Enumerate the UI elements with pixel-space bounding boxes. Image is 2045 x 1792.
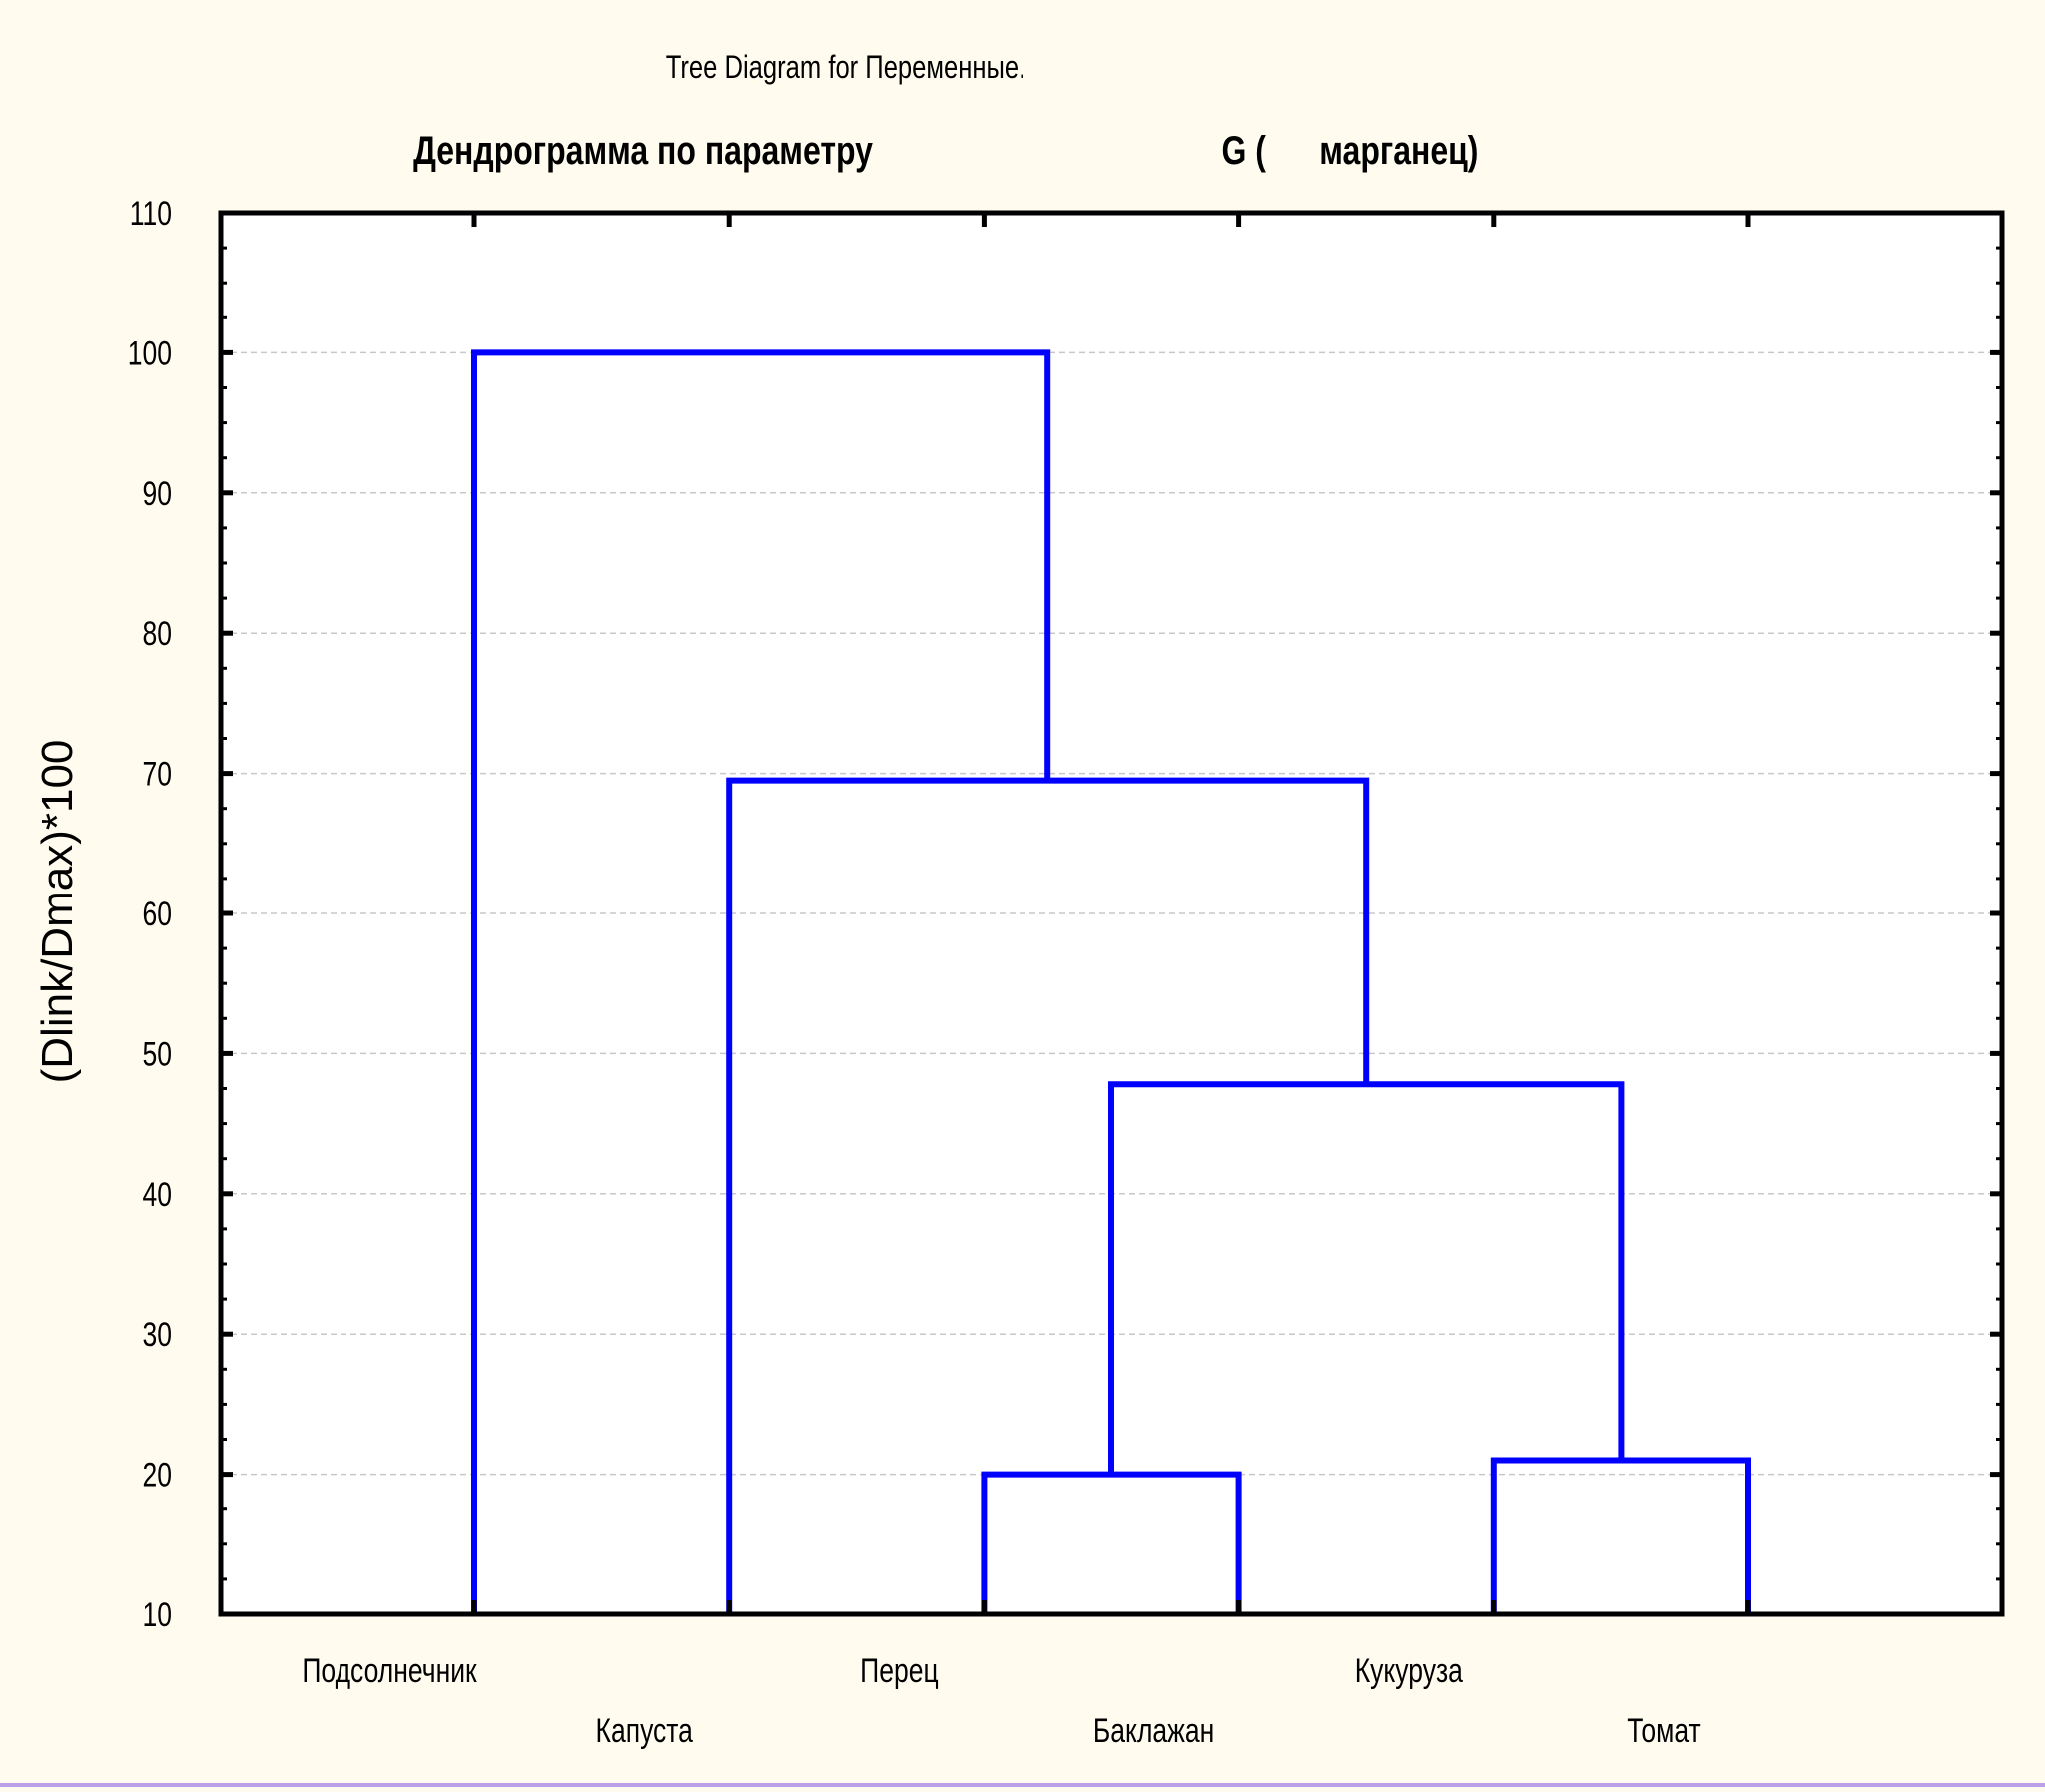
dendrogram-link <box>471 349 1051 1614</box>
leaf-label: Капуста <box>596 1712 693 1750</box>
y-tick-labels: 10 20 30 40 50 60 70 80 90 100 110 <box>128 195 172 1634</box>
y-tick-label: 60 <box>142 896 172 933</box>
chart-title-left: Дендрограмма по параметру <box>413 128 873 173</box>
y-tick-label: 110 <box>130 195 172 233</box>
y-tick-label: 30 <box>142 1316 172 1354</box>
dendrogram-links <box>471 349 1751 1614</box>
y-tick-label: 40 <box>142 1176 172 1214</box>
y-tick-label: 80 <box>142 615 172 653</box>
leaf-label: Томат <box>1627 1712 1700 1750</box>
chart-header: Tree Diagram for Переменные. <box>666 50 1026 85</box>
leaf-label: Перец <box>860 1652 938 1690</box>
leaf-label: Подсолнечник <box>302 1652 477 1690</box>
x-leaf-labels: Подсолнечник Капуста Перец Баклажан Кукуруза… <box>302 1652 1700 1750</box>
y-axis-label: (Dlink/Dmax)*100 <box>33 740 82 1084</box>
leaf-label: Кукуруза <box>1355 1652 1463 1690</box>
y-tick-label: 100 <box>128 334 172 372</box>
y-tick-label: 90 <box>142 475 172 513</box>
axis-ticks <box>221 210 2002 1617</box>
y-tick-label: 70 <box>142 755 172 793</box>
chart-title-right: G ( марганец) <box>1222 128 1479 173</box>
y-tick-label: 20 <box>142 1456 172 1493</box>
window-bottom-border <box>0 1783 2045 1787</box>
y-tick-label: 50 <box>142 1035 172 1073</box>
y-tick-label: 10 <box>142 1596 172 1634</box>
dendrogram-link <box>1108 1081 1625 1475</box>
leaf-label: Баклажан <box>1093 1712 1214 1750</box>
